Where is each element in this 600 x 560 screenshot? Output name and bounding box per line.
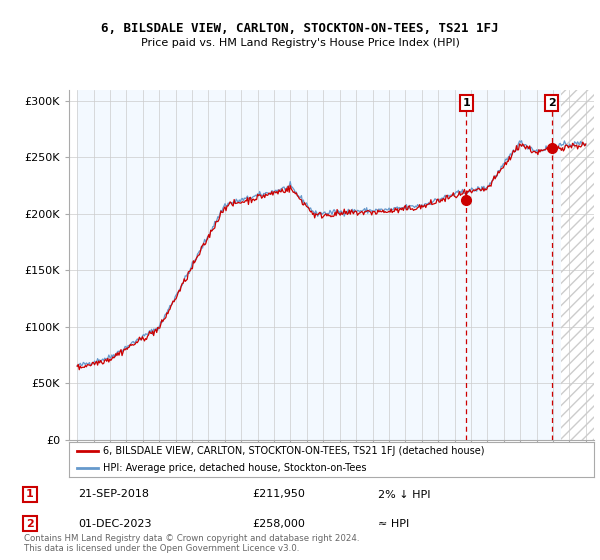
Bar (77, 90, 561, 440)
Text: 1: 1 (463, 98, 470, 108)
Text: ≈ HPI: ≈ HPI (378, 519, 409, 529)
Text: 01-DEC-2023: 01-DEC-2023 (78, 519, 151, 529)
Text: 2: 2 (548, 98, 556, 108)
Text: 2% ↓ HPI: 2% ↓ HPI (378, 489, 431, 500)
Text: 21-SEP-2018: 21-SEP-2018 (78, 489, 149, 500)
Text: Price paid vs. HM Land Registry's House Price Index (HPI): Price paid vs. HM Land Registry's House … (140, 38, 460, 48)
Text: 1: 1 (26, 489, 34, 500)
Text: £258,000: £258,000 (252, 519, 305, 529)
Text: HPI: Average price, detached house, Stockton-on-Tees: HPI: Average price, detached house, Stoc… (103, 464, 367, 473)
Text: 2: 2 (26, 519, 34, 529)
Text: Contains HM Land Registry data © Crown copyright and database right 2024.
This d: Contains HM Land Registry data © Crown c… (24, 534, 359, 553)
Text: £211,950: £211,950 (252, 489, 305, 500)
Bar (561, 90, 594, 440)
Text: 6, BILSDALE VIEW, CARLTON, STOCKTON-ON-TEES, TS21 1FJ: 6, BILSDALE VIEW, CARLTON, STOCKTON-ON-T… (101, 22, 499, 35)
Text: 6, BILSDALE VIEW, CARLTON, STOCKTON-ON-TEES, TS21 1FJ (detached house): 6, BILSDALE VIEW, CARLTON, STOCKTON-ON-T… (103, 446, 485, 456)
